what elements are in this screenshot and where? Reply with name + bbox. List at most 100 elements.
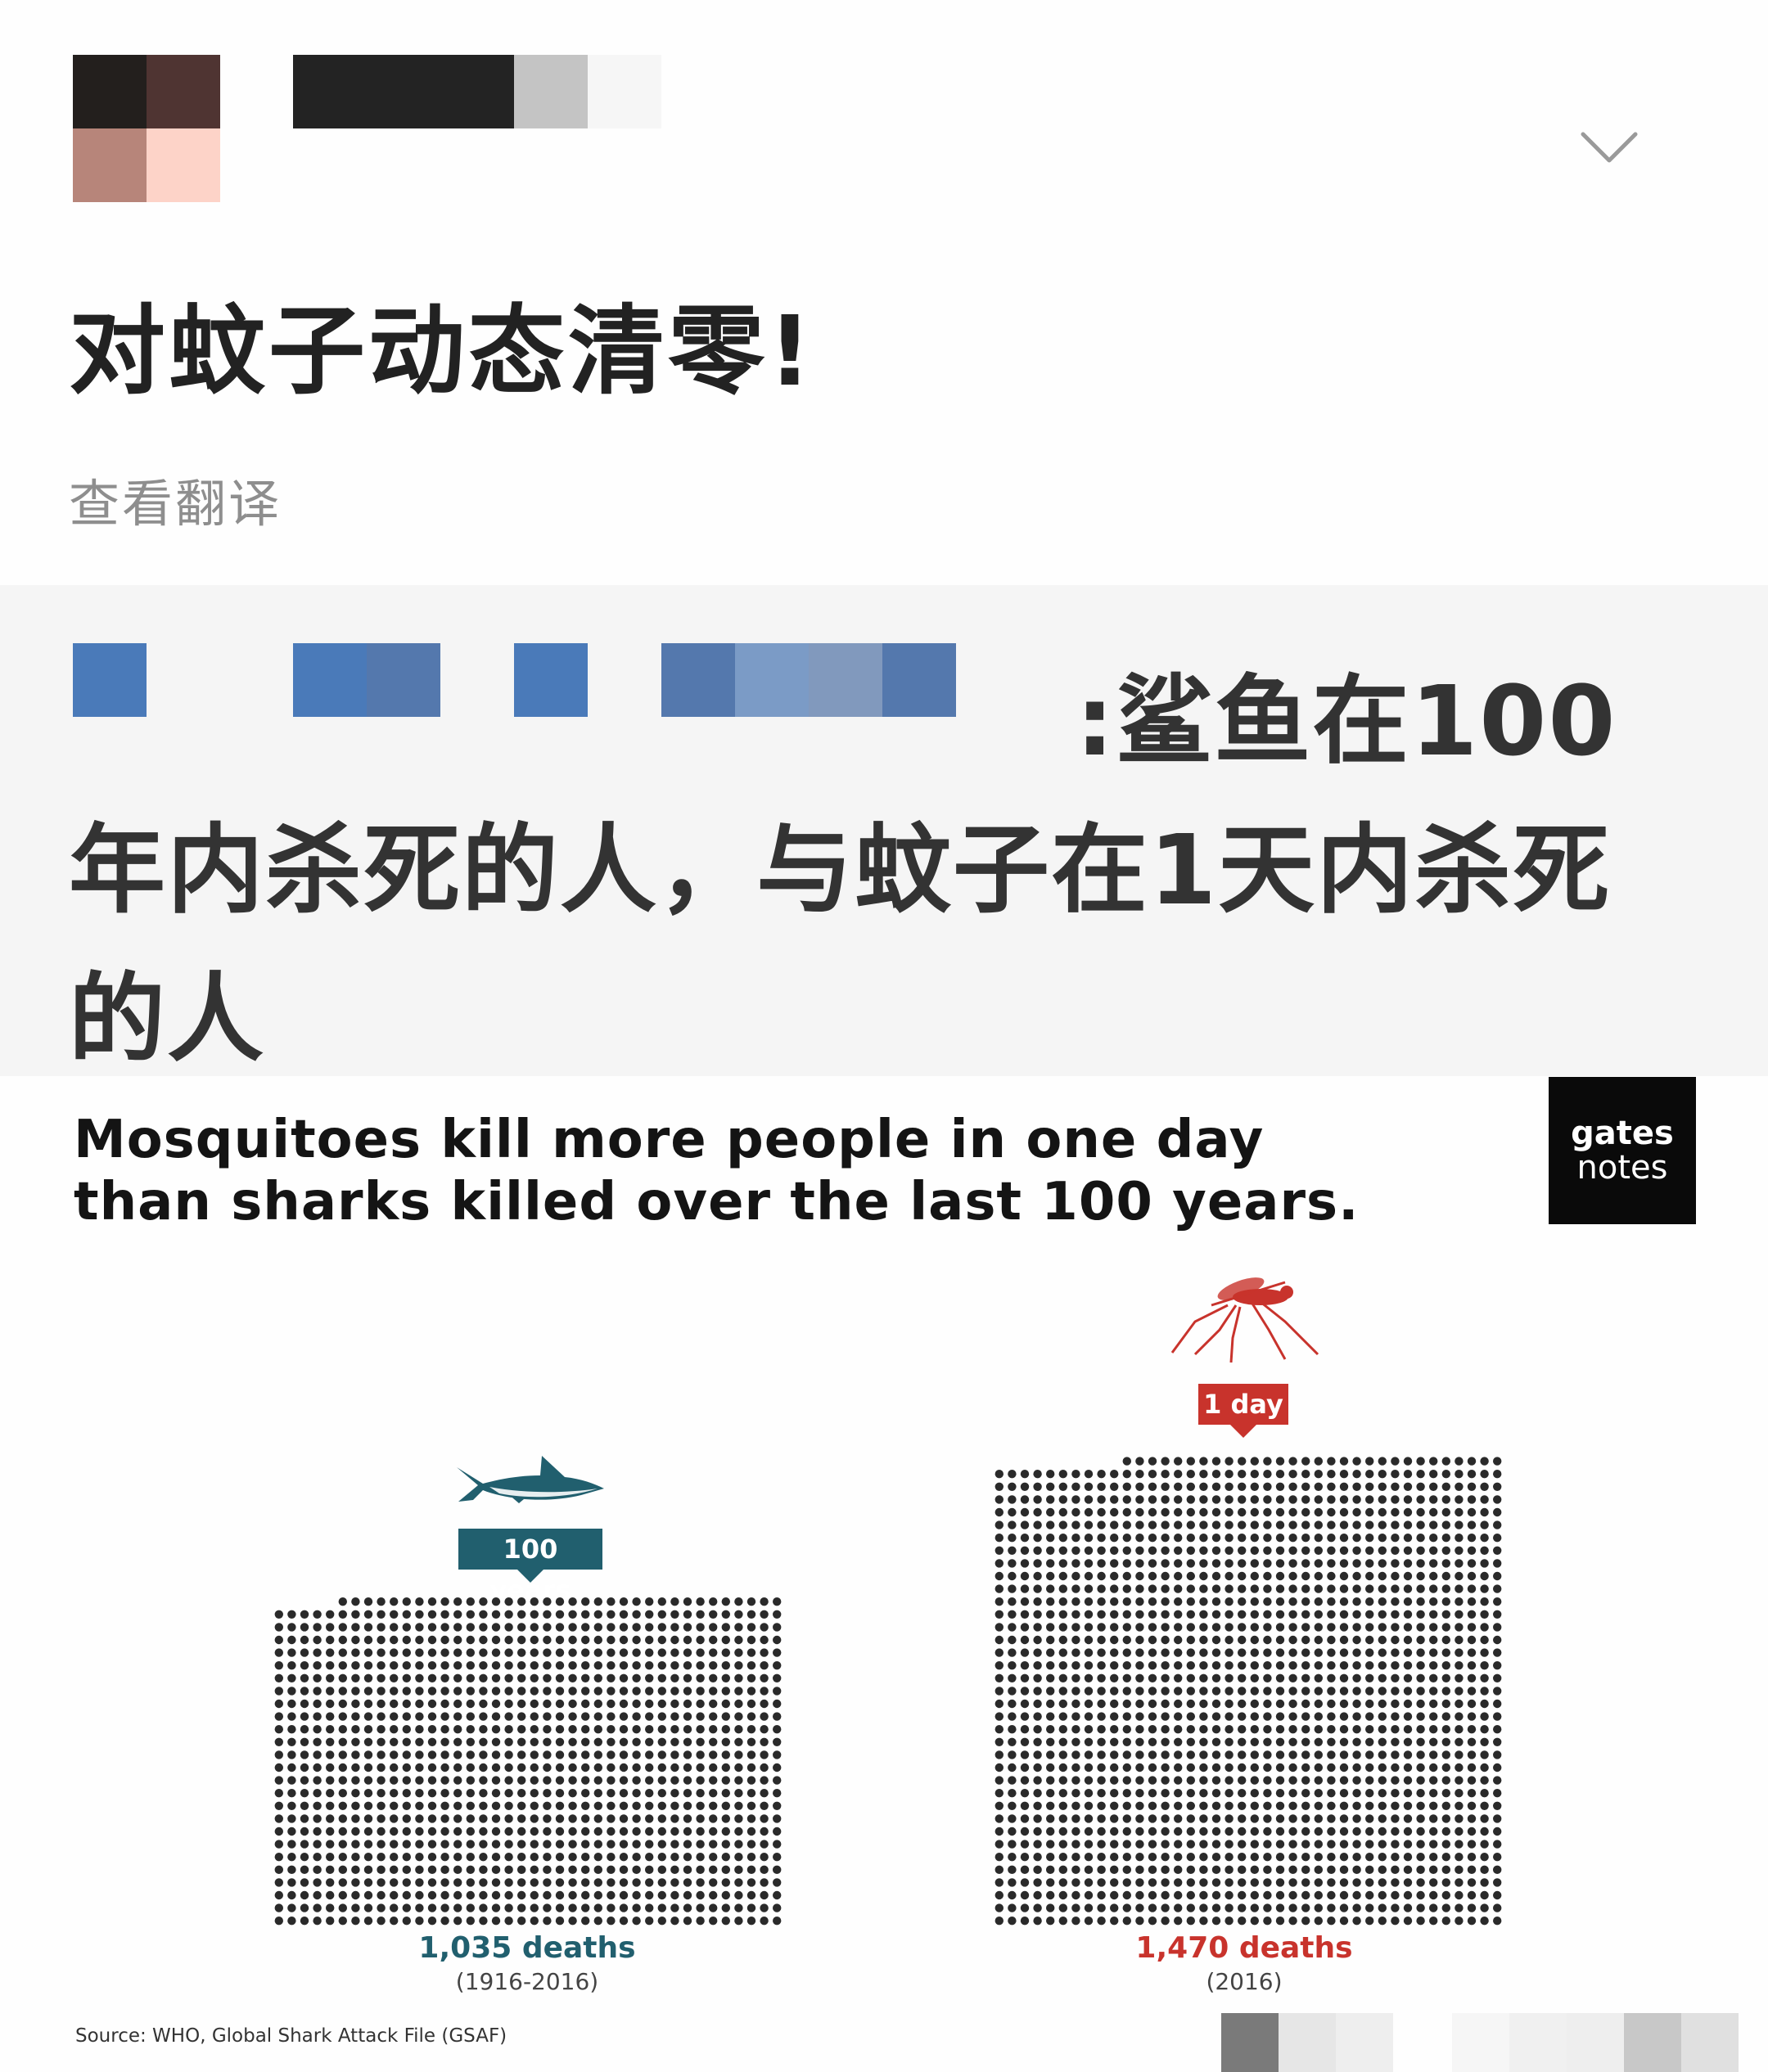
death-dot xyxy=(1148,1482,1157,1491)
death-dot xyxy=(1161,1903,1170,1912)
death-dot xyxy=(1391,1712,1400,1721)
death-dot xyxy=(1403,1814,1413,1823)
death-dot xyxy=(1339,1623,1349,1632)
death-dot xyxy=(1301,1534,1310,1543)
death-dot xyxy=(696,1853,705,1862)
death-dot xyxy=(1365,1750,1374,1759)
death-dot xyxy=(326,1687,335,1696)
death-dot xyxy=(1403,1584,1413,1593)
death-dot xyxy=(1416,1853,1425,1862)
death-dot xyxy=(555,1699,565,1709)
death-dot xyxy=(415,1623,424,1632)
death-dot xyxy=(1288,1635,1297,1645)
death-dot xyxy=(1263,1495,1272,1504)
death-dot xyxy=(1033,1763,1042,1772)
death-dot xyxy=(619,1687,629,1696)
death-dot xyxy=(1275,1789,1285,1798)
death-dot xyxy=(1339,1495,1349,1504)
death-dot xyxy=(1033,1789,1042,1798)
death-dot xyxy=(1275,1661,1285,1670)
death-dot xyxy=(1225,1661,1234,1670)
death-dot xyxy=(287,1635,296,1645)
death-dot xyxy=(1238,1648,1247,1657)
death-dot xyxy=(351,1673,360,1682)
death-dot xyxy=(1314,1661,1324,1670)
death-dot xyxy=(1352,1737,1361,1746)
death-dot xyxy=(1161,1725,1170,1734)
death-dot xyxy=(1186,1520,1196,1529)
death-dot xyxy=(734,1776,743,1785)
death-dot xyxy=(1071,1750,1080,1759)
death-dot xyxy=(1161,1457,1170,1466)
death-dot xyxy=(479,1763,488,1772)
death-dot xyxy=(1467,1789,1477,1798)
death-dot xyxy=(657,1687,666,1696)
death-dot xyxy=(1199,1725,1208,1734)
death-dot xyxy=(274,1827,283,1836)
source-note: Source: WHO, Global Shark Attack File (G… xyxy=(75,2025,507,2047)
death-dot xyxy=(734,1840,743,1849)
death-dot xyxy=(1238,1750,1247,1759)
death-dot xyxy=(1250,1482,1260,1491)
death-dot xyxy=(1097,1546,1106,1555)
death-dot xyxy=(1429,1763,1438,1772)
death-dot xyxy=(402,1789,411,1798)
death-dot xyxy=(491,1903,501,1912)
death-dot xyxy=(363,1853,373,1862)
translate-link[interactable]: 查看翻译 xyxy=(69,474,282,534)
death-dot xyxy=(696,1776,705,1785)
death-dot xyxy=(415,1789,424,1798)
death-dot xyxy=(517,1763,526,1772)
death-dot xyxy=(773,1763,782,1772)
death-dot xyxy=(1199,1840,1208,1849)
infographic-image[interactable]: Mosquitoes kill more people in one day t… xyxy=(0,1076,1768,2072)
death-dot xyxy=(746,1827,756,1836)
death-dot xyxy=(1455,1814,1464,1823)
death-dot xyxy=(1097,1610,1106,1619)
mosquito-deaths-label: 1,470 deaths xyxy=(1135,1931,1353,1965)
death-dot xyxy=(1250,1546,1260,1555)
death-dot xyxy=(479,1623,488,1632)
chevron-down-icon[interactable] xyxy=(1578,123,1640,170)
death-dot xyxy=(1110,1827,1119,1836)
death-dot xyxy=(1403,1546,1413,1555)
death-dot xyxy=(1046,1827,1055,1836)
death-dot xyxy=(1008,1673,1017,1682)
death-dot xyxy=(377,1878,386,1887)
death-dot xyxy=(326,1878,335,1887)
death-dot xyxy=(1250,1878,1260,1887)
death-dot xyxy=(1493,1661,1502,1670)
death-dot xyxy=(530,1917,539,1926)
death-dot xyxy=(1365,1763,1374,1772)
death-dot xyxy=(1493,1801,1502,1810)
death-dot xyxy=(1327,1712,1336,1721)
death-dot xyxy=(351,1865,360,1874)
death-dot xyxy=(1467,1507,1477,1517)
death-dot xyxy=(1084,1610,1094,1619)
death-dot xyxy=(1301,1559,1310,1568)
death-dot xyxy=(1148,1673,1157,1682)
death-dot xyxy=(1250,1687,1260,1696)
death-dot xyxy=(1391,1520,1400,1529)
death-dot xyxy=(1263,1853,1272,1862)
death-dot xyxy=(300,1840,309,1849)
death-dot xyxy=(504,1917,513,1926)
death-dot xyxy=(994,1648,1004,1657)
death-dot xyxy=(1122,1890,1132,1900)
death-dot xyxy=(1071,1623,1080,1632)
death-dot xyxy=(543,1814,552,1823)
death-dot xyxy=(1391,1699,1400,1709)
death-dot xyxy=(1467,1457,1477,1466)
death-dot xyxy=(1441,1890,1451,1900)
death-dot xyxy=(1441,1737,1451,1746)
death-dot xyxy=(1033,1623,1042,1632)
death-dot xyxy=(1148,1623,1157,1632)
death-dot xyxy=(1122,1853,1132,1862)
death-dot xyxy=(721,1903,730,1912)
death-dot xyxy=(377,1750,386,1759)
death-dot xyxy=(517,1648,526,1657)
death-dot xyxy=(390,1635,399,1645)
death-dot xyxy=(1480,1597,1489,1606)
death-dot xyxy=(1288,1559,1297,1568)
death-dot xyxy=(274,1687,283,1696)
